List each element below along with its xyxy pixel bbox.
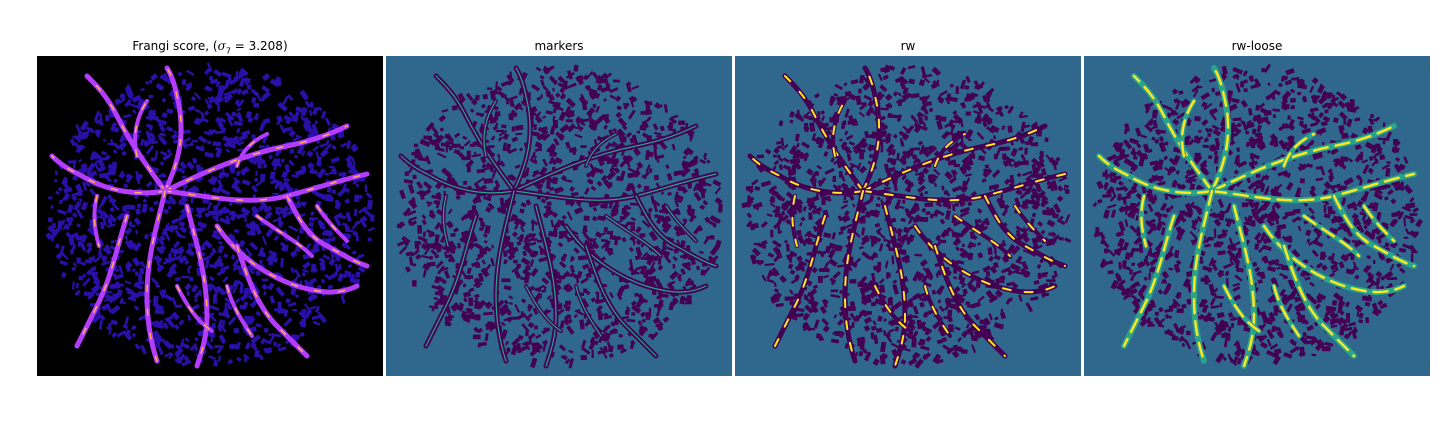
vessel-network (49, 65, 370, 369)
rw-title: rw (900, 39, 916, 53)
rw-loose-title: rw-loose (1231, 39, 1283, 53)
rw-loose-image (1084, 56, 1430, 376)
frangi-title-subscript: 7 (225, 46, 231, 56)
markers-title: markers (534, 39, 584, 53)
frangi-title-sigma: σ (217, 39, 226, 53)
frangi-title: Frangi score, (σ7 = 3.208) (37, 38, 383, 59)
vessel-network (747, 65, 1068, 369)
frangi-score-image (37, 56, 383, 376)
frangi-title-text: Frangi score, ( (132, 39, 218, 53)
markers-image (386, 56, 732, 376)
frangi-title-value: = 3.208) (230, 39, 288, 53)
vessel-network (398, 65, 719, 369)
vessel-network (1096, 65, 1417, 369)
rw-image (735, 56, 1081, 376)
